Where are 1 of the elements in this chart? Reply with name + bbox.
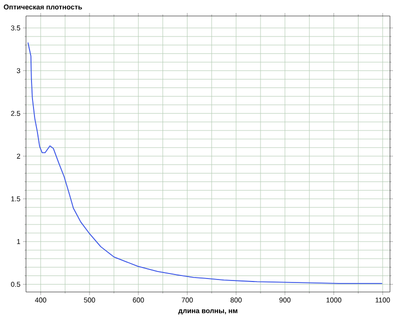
line-series	[28, 42, 383, 284]
